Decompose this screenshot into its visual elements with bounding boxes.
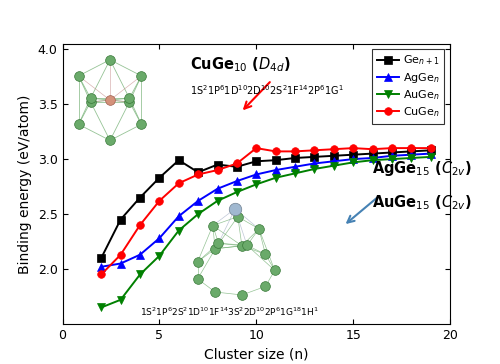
AgGe$_n$ [408,153,414,157]
CuGe$_n$ [292,149,298,154]
CuGe$_n$ [253,146,259,150]
Ge$_{n+1}$ [156,175,162,180]
Line: AgGe$_n$: AgGe$_n$ [98,150,434,270]
CuGe$_n$ [350,146,356,150]
CuGe$_n$ [370,147,376,151]
AgGe$_n$ [137,253,143,257]
AgGe$_n$ [312,161,318,166]
AuGe$_n$ [408,156,414,160]
Ge$_{n+1}$ [137,195,143,200]
AuGe$_n$ [428,155,434,159]
AuGe$_n$ [312,167,318,171]
AgGe$_n$ [428,151,434,156]
AuGe$_n$ [118,298,124,302]
CuGe$_n$ [176,181,182,185]
CuGe$_n$ [98,272,104,277]
Ge$_{n+1}$ [195,170,201,174]
Ge$_{n+1}$ [370,151,376,156]
Text: AuGe$_{15}$ ($\mathit{C}_{2v}$): AuGe$_{15}$ ($\mathit{C}_{2v}$) [372,193,472,212]
AgGe$_n$ [214,187,220,191]
CuGe$_n$ [312,148,318,153]
Ge$_{n+1}$ [408,149,414,154]
AuGe$_n$ [370,158,376,162]
AgGe$_n$ [98,265,104,269]
AuGe$_n$ [292,171,298,175]
CuGe$_n$ [428,146,434,150]
CuGe$_n$ [408,146,414,150]
AgGe$_n$ [292,165,298,169]
Ge$_{n+1}$ [312,155,318,159]
AuGe$_n$ [98,305,104,310]
AgGe$_n$ [253,172,259,177]
Y-axis label: Binding energy (eV/atom): Binding energy (eV/atom) [18,94,32,273]
AgGe$_n$ [195,199,201,203]
CuGe$_n$ [234,161,240,166]
CuGe$_n$ [272,149,278,154]
Ge$_{n+1}$ [331,154,337,158]
Ge$_{n+1}$ [214,162,220,167]
Ge$_{n+1}$ [176,158,182,162]
Ge$_{n+1}$ [292,156,298,160]
CuGe$_n$ [156,199,162,203]
AuGe$_n$ [137,272,143,277]
CuGe$_n$ [331,147,337,151]
Ge$_{n+1}$ [350,153,356,157]
Line: Ge$_{n+1}$: Ge$_{n+1}$ [98,146,434,262]
AgGe$_n$ [234,179,240,183]
CuGe$_n$ [195,172,201,177]
Line: AuGe$_n$: AuGe$_n$ [98,153,434,311]
Text: AgGe$_{15}$ ($\mathit{C}_{2v}$): AgGe$_{15}$ ($\mathit{C}_{2v}$) [372,159,472,178]
Ge$_{n+1}$ [389,150,395,155]
Legend: Ge$_{n+1}$, AgGe$_n$, AuGe$_n$, CuGe$_n$: Ge$_{n+1}$, AgGe$_n$, AuGe$_n$, CuGe$_n$ [372,49,444,123]
AuGe$_n$ [389,157,395,161]
AgGe$_n$ [156,236,162,240]
CuGe$_n$ [214,168,220,172]
AuGe$_n$ [272,175,278,180]
Ge$_{n+1}$ [118,217,124,222]
CuGe$_n$ [137,223,143,227]
AuGe$_n$ [331,163,337,168]
AuGe$_n$ [234,190,240,194]
X-axis label: Cluster size (n): Cluster size (n) [204,347,308,361]
CuGe$_n$ [118,253,124,257]
Line: CuGe$_n$: CuGe$_n$ [98,144,434,278]
AgGe$_n$ [331,159,337,163]
Ge$_{n+1}$ [234,165,240,169]
Text: CuGe$_{10}$ ($\mathit{D}_{4d}$): CuGe$_{10}$ ($\mathit{D}_{4d}$) [190,55,291,74]
CuGe$_n$ [389,146,395,150]
AgGe$_n$ [176,214,182,218]
Ge$_{n+1}$ [253,159,259,163]
AuGe$_n$ [350,160,356,165]
AgGe$_n$ [389,154,395,158]
AuGe$_n$ [156,254,162,258]
AgGe$_n$ [118,261,124,266]
AuGe$_n$ [176,228,182,233]
AuGe$_n$ [214,199,220,203]
AgGe$_n$ [370,156,376,160]
Ge$_{n+1}$ [428,148,434,153]
AuGe$_n$ [253,182,259,187]
Ge$_{n+1}$ [272,158,278,162]
AgGe$_n$ [350,157,356,161]
AuGe$_n$ [195,212,201,216]
Ge$_{n+1}$ [98,256,104,260]
Text: 1S$^2$1P$^6$2S$^2$1D$^{10}$1F$^{14}$3S$^2$2D$^{10}$2P$^6$1G$^{18}$1H$^1$: 1S$^2$1P$^6$2S$^2$1D$^{10}$1F$^{14}$3S$^… [140,306,319,318]
Text: 1S$^2$1P$^6$1D$^{10}$2D$^{10}$2S$^2$1F$^{14}$2P$^6$1G$^1$: 1S$^2$1P$^6$1D$^{10}$2D$^{10}$2S$^2$1F$^… [190,83,344,97]
AgGe$_n$ [272,168,278,172]
